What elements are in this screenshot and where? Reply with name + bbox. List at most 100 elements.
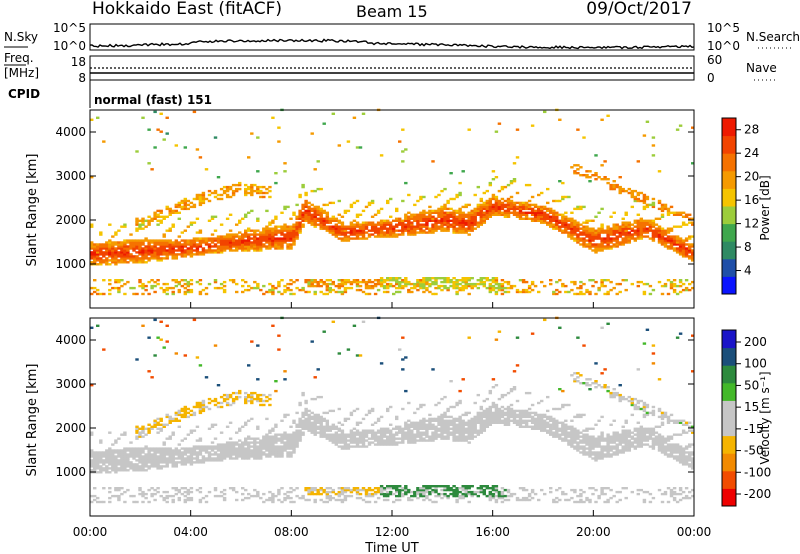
- velocity-data-cell: [389, 490, 393, 494]
- velocity-data-cell: [310, 421, 314, 424]
- power-data-cell: [386, 219, 390, 222]
- velocity-data-cell: [401, 492, 405, 496]
- power-data-cell: [376, 211, 381, 214]
- velocity-data-cell: [198, 490, 203, 494]
- velocity-data-cell: [316, 490, 320, 494]
- velocity-data-cell: [277, 492, 281, 496]
- velocity-data-cell: [310, 423, 314, 426]
- power-data-cell: [171, 255, 175, 258]
- velocity-data-cell: [373, 439, 378, 442]
- power-data-cell: [416, 217, 420, 220]
- power-data-cell: [352, 223, 357, 226]
- power-data-cell: [401, 286, 405, 290]
- power-data-cell: [364, 205, 369, 209]
- power-data-cell: [470, 215, 474, 218]
- power-data-cell: [684, 223, 689, 226]
- velocity-data-cell: [425, 423, 429, 426]
- power-data-cell: [268, 227, 272, 230]
- power-data-cell: [207, 239, 212, 242]
- power-data-cell: [401, 284, 405, 288]
- velocity-data-cell: [325, 500, 330, 504]
- velocity-data-cell: [147, 431, 151, 434]
- velocity-data-cell: [120, 433, 124, 436]
- velocity-data-cell: [168, 453, 172, 456]
- velocity-data-cell: [431, 423, 435, 426]
- velocity-data-cell: [213, 445, 218, 448]
- velocity-data-cell: [93, 459, 97, 462]
- velocity-data-cell: [376, 417, 381, 421]
- power-data-cell: [600, 227, 604, 230]
- power-ylabel: Slant Range [km]: [25, 154, 40, 267]
- power-data-cell: [295, 217, 299, 220]
- power-data-cell: [201, 201, 206, 205]
- power-data-cell: [555, 211, 559, 214]
- power-data-cell: [570, 225, 574, 228]
- power-data-cell: [192, 241, 197, 244]
- power-data-cell: [691, 162, 695, 165]
- velocity-data-cell: [416, 439, 420, 442]
- power-data-cell: [681, 223, 686, 226]
- velocity-data-cell: [413, 421, 417, 424]
- power-data-cell: [216, 249, 221, 252]
- power-data-cell: [570, 280, 574, 284]
- power-data-cell: [277, 126, 281, 129]
- velocity-data-cell: [343, 490, 348, 494]
- power-data-cell: [618, 176, 622, 179]
- power-data-cell: [615, 241, 619, 244]
- power-data-cell: [461, 225, 465, 228]
- power-data-cell: [189, 205, 194, 209]
- power-data-cell: [609, 237, 613, 240]
- velocity-data-cell: [198, 437, 203, 440]
- power-data-cell: [111, 251, 115, 254]
- power-data-cell: [407, 217, 411, 220]
- velocity-data-cell: [437, 421, 441, 424]
- velocity-data-cell: [389, 441, 393, 444]
- power-data-cell: [585, 231, 589, 234]
- power-data-cell: [497, 122, 502, 125]
- power-data-cell: [177, 247, 182, 250]
- power-data-cell: [153, 217, 157, 220]
- power-data-cell: [597, 231, 601, 234]
- velocity-data-cell: [138, 453, 142, 456]
- power-data-cell: [609, 229, 613, 232]
- velocity-data-cell: [470, 435, 474, 438]
- velocity-data-cell: [485, 425, 490, 428]
- power-data-cell: [398, 280, 402, 284]
- velocity-data-cell: [241, 453, 245, 456]
- power-data-cell: [431, 160, 435, 163]
- power-data-cell: [443, 227, 447, 230]
- velocity-data-cell: [244, 451, 248, 454]
- velocity-data-cell: [183, 451, 188, 454]
- power-ytick-label: 4000: [55, 125, 86, 139]
- power-data-cell: [573, 172, 577, 175]
- power-data-cell: [636, 219, 641, 222]
- power-data-cell: [401, 160, 405, 163]
- velocity-data-cell: [225, 441, 230, 444]
- power-data-cell: [135, 261, 139, 264]
- velocity-data-cell: [428, 419, 432, 422]
- velocity-data-cell: [102, 459, 106, 462]
- velocity-data-cell: [259, 393, 263, 397]
- velocity-data-cell: [325, 427, 330, 430]
- power-data-cell: [404, 217, 408, 220]
- velocity-data-cell: [250, 393, 254, 397]
- velocity-data-cell: [147, 453, 151, 456]
- power-data-cell: [440, 277, 444, 280]
- velocity-data-cell: [392, 487, 396, 490]
- power-data-cell: [253, 183, 257, 187]
- velocity-data-cell: [93, 494, 97, 498]
- velocity-data-cell: [289, 500, 293, 504]
- velocity-data-cell: [129, 441, 133, 444]
- velocity-data-cell: [434, 500, 438, 504]
- velocity-data-cell: [322, 435, 326, 438]
- velocity-data-cell: [331, 423, 336, 426]
- velocity-data-cell: [286, 433, 290, 436]
- power-data-cell: [546, 201, 550, 205]
- velocity-data-cell: [331, 490, 336, 494]
- power-data-cell: [247, 187, 251, 191]
- velocity-data-cell: [274, 445, 278, 448]
- power-data-cell: [241, 237, 245, 240]
- velocity-data-cell: [219, 401, 224, 405]
- power-data-cell: [195, 251, 200, 254]
- velocity-data-cell: [262, 453, 266, 456]
